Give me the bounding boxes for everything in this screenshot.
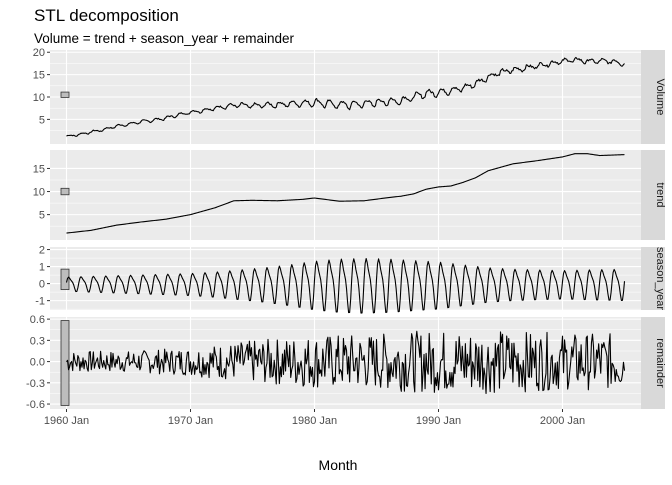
series-line-trend (66, 153, 625, 234)
facet-strip (641, 317, 665, 409)
y-tick-label: 0 (39, 279, 45, 291)
y-tick-label: -1 (35, 296, 45, 308)
x-tick-label: 1960 Jan (44, 415, 89, 427)
scale-bar (60, 268, 70, 290)
facet-strip (641, 50, 665, 144)
y-tick-label: -0.3 (26, 378, 45, 390)
y-tick-label: 0.6 (30, 314, 45, 326)
x-axis: 1960 Jan 1970 Jan 1980 Jan 1990 Jan 2000 Jan (44, 409, 585, 427)
series-line-volume (66, 56, 625, 137)
facet-remainder: -0.6 -0.3 0.0 0.3 0.6 remainder (26, 314, 666, 411)
x-tick-label: 2000 Jan (540, 415, 585, 427)
y-tick-label: 15 (33, 163, 45, 175)
facet-strip (641, 247, 665, 310)
chart-subtitle: Volume = trend + season_year + remainder (34, 31, 295, 46)
y-tick-label: 2 (39, 245, 45, 257)
y-tick-label: 15 (33, 70, 45, 82)
facet-strip (641, 150, 665, 240)
y-tick-label: 0.0 (30, 357, 45, 369)
panel-background (50, 150, 641, 240)
scale-bar (60, 320, 70, 406)
x-tick-label: 1980 Jan (292, 415, 337, 427)
y-tick-label: 10 (33, 92, 45, 104)
x-tick-label: 1990 Jan (416, 415, 461, 427)
scale-bar (60, 187, 70, 196)
series-line-remainder (66, 330, 626, 394)
y-tick-label: 1 (39, 262, 45, 274)
chart-title: STL decomposition (34, 6, 179, 25)
facet-strip-label: Volume (654, 79, 666, 116)
y-tick-label: -0.6 (26, 399, 45, 411)
x-axis-title: Month (319, 457, 358, 473)
facet-strip-label: season_year (654, 247, 666, 310)
x-tick-label: 1970 Jan (168, 415, 213, 427)
scale-bar (60, 91, 70, 98)
y-tick-label: 20 (33, 47, 45, 59)
facet-trend: 5 10 15 trend (33, 150, 666, 240)
facet-strip-label: remainder (654, 338, 666, 388)
y-tick-label: 0.3 (30, 335, 45, 347)
y-tick-label: 5 (39, 210, 45, 222)
y-tick-label: 5 (39, 114, 45, 126)
y-tick-label: 10 (33, 187, 45, 199)
facet-season_year: -1 0 1 2 season_year (35, 245, 666, 314)
series-line-season_year (65, 257, 626, 314)
facet-volume: 5 10 15 20 Volume (33, 47, 666, 144)
facet-strip-label: trend (654, 182, 666, 207)
